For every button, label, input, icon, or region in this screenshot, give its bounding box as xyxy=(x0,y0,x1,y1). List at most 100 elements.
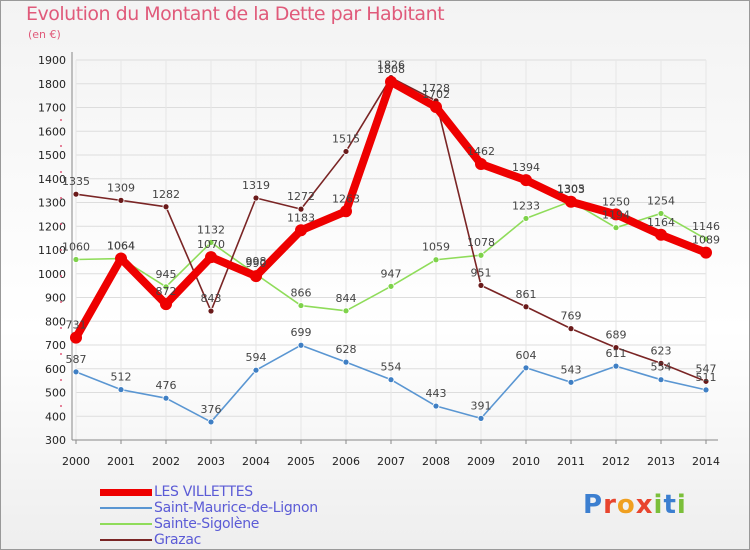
data-point xyxy=(72,256,80,263)
data-label: 554 xyxy=(381,361,402,374)
data-point xyxy=(657,210,665,217)
data-label: 699 xyxy=(291,326,312,339)
chart-grid xyxy=(75,59,707,441)
data-point xyxy=(387,282,395,290)
data-point xyxy=(655,228,667,241)
data-point xyxy=(115,252,127,265)
data-label: 547 xyxy=(696,362,717,375)
data-point xyxy=(162,283,170,291)
y-tick-label: 700 xyxy=(45,339,66,352)
data-label: 872 xyxy=(156,285,177,298)
data-label: 1826 xyxy=(377,59,405,72)
data-point xyxy=(297,302,305,309)
data-point xyxy=(700,246,712,259)
data-label: 1070 xyxy=(197,238,225,251)
data-point xyxy=(162,394,170,402)
data-point xyxy=(385,75,397,88)
data-label: 1078 xyxy=(467,236,495,249)
data-label: 1394 xyxy=(512,161,540,174)
y-tick-label: 800 xyxy=(45,315,66,328)
x-tick-label: 2011 xyxy=(557,455,585,468)
data-point xyxy=(252,366,260,374)
y-tick-label: 1400 xyxy=(38,173,66,186)
x-tick-label: 2013 xyxy=(647,455,675,468)
data-label: 1702 xyxy=(422,88,450,101)
data-label: 1064 xyxy=(107,240,135,253)
data-point xyxy=(207,418,215,426)
data-label: 1515 xyxy=(332,132,360,145)
legend-label: Grazac xyxy=(154,532,202,548)
legend-swatch xyxy=(100,539,152,541)
data-label: 1462 xyxy=(467,145,495,158)
series-0 xyxy=(70,75,712,344)
data-point xyxy=(657,376,665,384)
y-tick-label: 1100 xyxy=(38,244,66,257)
y-tick-label: 1300 xyxy=(38,197,66,210)
data-point xyxy=(522,303,530,311)
data-label: 1808 xyxy=(377,63,405,76)
data-point xyxy=(342,358,350,366)
data-label: 1164 xyxy=(647,216,675,229)
data-point xyxy=(520,174,532,187)
data-label: 604 xyxy=(516,349,537,362)
logo-letter: r xyxy=(603,490,617,520)
data-label: 1305 xyxy=(557,182,585,195)
data-point xyxy=(160,298,172,311)
y-tick-label: 1200 xyxy=(38,220,66,233)
data-point xyxy=(207,238,215,246)
data-label: 844 xyxy=(336,292,357,305)
data-point xyxy=(117,196,125,204)
data-label: 1146 xyxy=(692,220,720,233)
data-point xyxy=(702,386,710,394)
y-tick-label: 1600 xyxy=(38,125,66,138)
data-label: 391 xyxy=(471,399,492,412)
data-point xyxy=(477,281,485,289)
data-label: 843 xyxy=(201,292,222,305)
data-label: 990 xyxy=(246,257,267,270)
x-tick-label: 2004 xyxy=(242,455,270,468)
data-point xyxy=(610,208,622,221)
data-label: 951 xyxy=(471,266,492,279)
data-label: 611 xyxy=(606,347,627,360)
data-label: 1263 xyxy=(332,192,360,205)
legend-swatch xyxy=(100,507,152,509)
data-label: 376 xyxy=(201,403,222,416)
y-tick-label: 400 xyxy=(45,410,66,423)
data-point xyxy=(522,215,530,222)
x-tick-label: 2001 xyxy=(107,455,135,468)
data-point xyxy=(567,325,575,333)
data-label: 1250 xyxy=(602,195,630,208)
legend-swatch xyxy=(100,523,152,525)
data-point xyxy=(70,331,82,344)
x-tick-label: 2005 xyxy=(287,455,315,468)
x-tick-label: 2000 xyxy=(62,455,90,468)
data-label: 443 xyxy=(426,387,447,400)
data-label: 1272 xyxy=(287,190,315,203)
data-point xyxy=(342,307,350,315)
data-label: 689 xyxy=(606,329,627,342)
data-point xyxy=(250,270,262,283)
proxiti-logo: Proxiti xyxy=(583,490,687,520)
data-label: 998 xyxy=(246,255,267,268)
y-tick-label: 500 xyxy=(45,387,66,400)
legend-swatch xyxy=(100,488,152,496)
y-tick-label: 1000 xyxy=(38,268,66,281)
x-tick-label: 2009 xyxy=(467,455,495,468)
chart-series xyxy=(70,74,712,426)
data-label: 476 xyxy=(156,379,177,392)
data-point xyxy=(432,256,440,264)
data-label: 512 xyxy=(111,371,132,384)
data-label: 1060 xyxy=(62,241,90,254)
x-tick-label: 2002 xyxy=(152,455,180,468)
data-label: 731 xyxy=(66,319,87,332)
data-point xyxy=(72,368,80,376)
data-point xyxy=(297,341,305,349)
data-label: 1254 xyxy=(647,194,675,207)
data-point xyxy=(72,190,80,198)
data-point xyxy=(477,251,485,259)
data-point xyxy=(657,359,665,367)
data-point xyxy=(387,376,395,384)
data-label: 628 xyxy=(336,343,357,356)
